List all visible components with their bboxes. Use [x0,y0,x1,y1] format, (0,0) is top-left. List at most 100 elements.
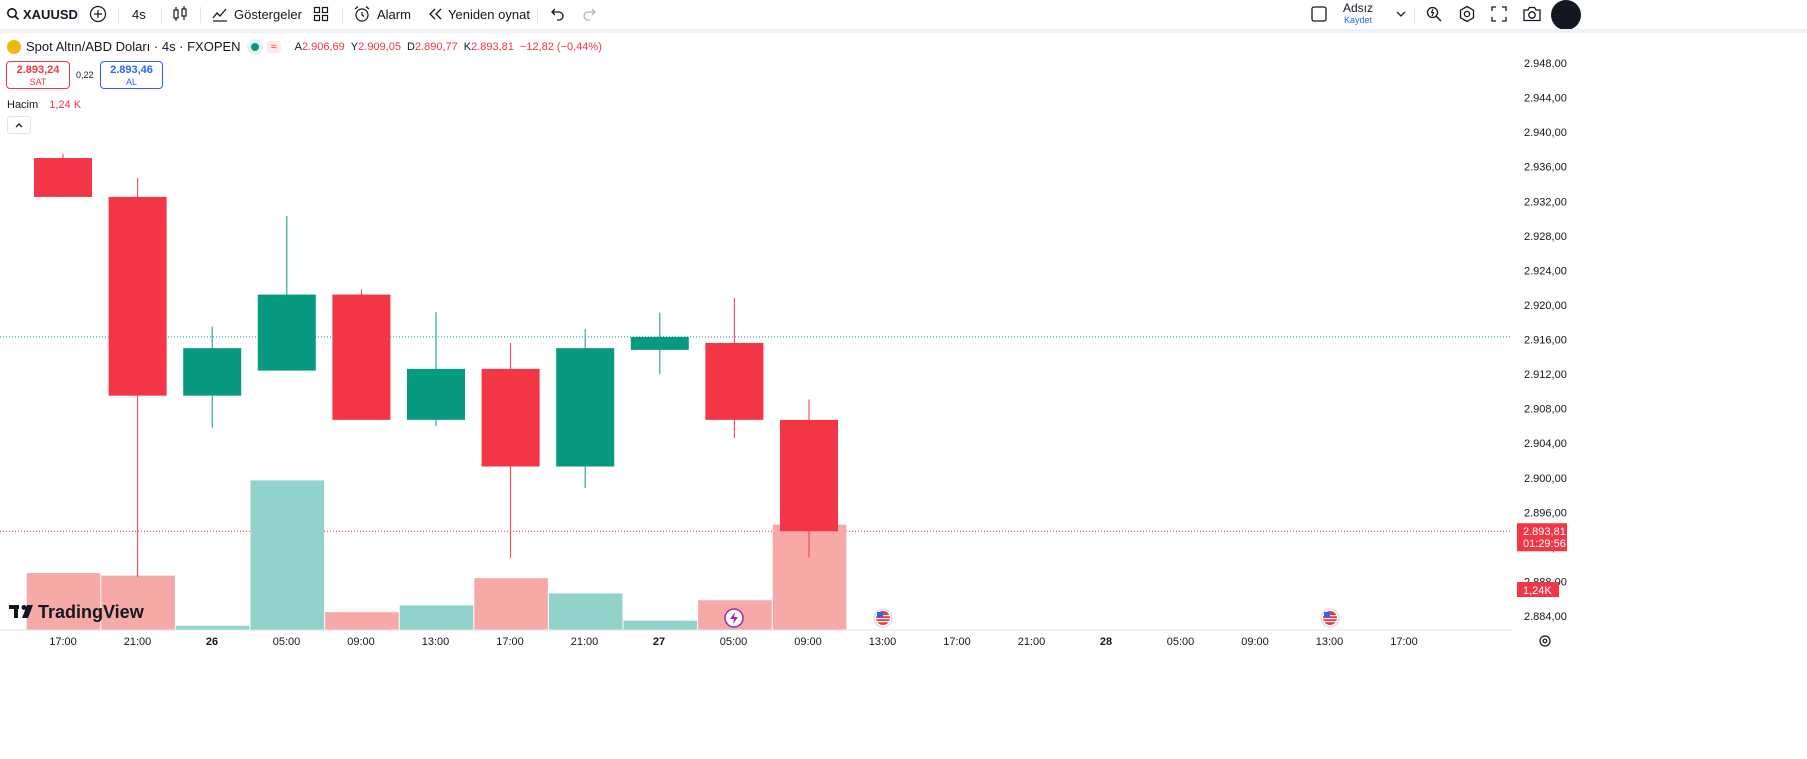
time-tick-label: 27 [653,636,665,648]
candle[interactable] [257,215,316,371]
volume-value: 1,24 K [49,99,82,111]
volume-bar [250,480,325,630]
rewind-icon [428,7,444,21]
time-tick-label: 09:00 [347,636,375,648]
buy-button[interactable]: 2.893,46 AL [100,61,163,89]
time-tick-label: 17:00 [1390,636,1418,648]
time-tick-label: 21:00 [1018,636,1046,648]
price-tick-label: 2.924,00 [1524,265,1567,277]
layout-name: Adsız [1343,1,1374,15]
alarm-button[interactable]: Alarm [353,0,411,28]
redo-button[interactable] [582,0,598,28]
avatar-circle [1551,0,1581,30]
search-icon [6,7,20,21]
high-value: 2.909,05 [358,40,401,53]
time-tick-label: 09:00 [1241,636,1269,648]
delayed-data-badge[interactable]: ≈ [266,40,281,53]
candle[interactable] [481,342,540,559]
event-marker-us-1[interactable] [873,608,893,628]
toolbar-divider [118,7,119,23]
layout-menu-button[interactable] [1395,0,1407,28]
high-label: Y [350,40,359,53]
alarm-clock-icon [353,5,371,23]
time-tick-label: 05:00 [273,636,301,648]
top-toolbar: XAUUSD 4s Göstergeler Alarm [0,0,1807,31]
candle-body [332,294,391,420]
candle[interactable] [407,311,465,426]
time-axis[interactable]: 17:00 21:00 26 05:00 09:00 13:00 17:00 21:00 27 0… [49,636,1418,648]
undo-button[interactable] [549,0,565,28]
snapshot-button[interactable] [1522,0,1542,28]
change-value: −12,82 (−0,44%) [519,40,602,53]
price-tick-label: 2.900,00 [1524,473,1567,485]
chart-type-button[interactable] [172,0,188,28]
time-tick-label: 21:00 [124,636,152,648]
time-tick-label: 05:00 [720,636,748,648]
time-tick-label: 05:00 [1167,636,1195,648]
quick-search-button[interactable] [1425,0,1443,28]
sell-button[interactable]: 2.893,24 SAT [6,61,70,89]
collapse-legend-button[interactable] [7,116,31,134]
price-tick-label: 2.944,00 [1524,93,1567,105]
time-tick-label: 13:00 [869,636,897,648]
camera-icon [1522,5,1542,23]
fullscreen-button[interactable] [1491,0,1507,28]
candle[interactable] [556,329,615,489]
instrument-title[interactable]: Spot Altın/ABD Doları · 4s · FXOPEN [26,39,241,54]
symbol-search-button[interactable]: XAUUSD [6,0,78,28]
candle-body [705,342,764,420]
time-tick-label: 09:00 [794,636,822,648]
price-tick-label: 2.904,00 [1524,438,1567,450]
volume-label[interactable]: Hacim [7,99,39,111]
buy-label: AL [125,77,137,87]
time-tick-label: 17:00 [943,636,971,648]
symbol-legend: Spot Altın/ABD Doları · 4s · FXOPEN ≈ A2… [7,39,608,54]
candle[interactable] [183,326,242,428]
low-label: D [406,40,415,53]
price-tick-label: 2.884,00 [1524,611,1567,623]
instrument-logo-icon [7,39,21,54]
replay-button[interactable]: Yeniden oynat [428,0,530,28]
fullscreen-toggle-button[interactable] [1310,0,1328,28]
open-value: 2.906,69 [301,40,345,53]
price-tick-label: 2.928,00 [1524,231,1567,243]
event-marker-us-2[interactable] [1320,608,1340,628]
volume-bar [474,578,548,630]
layout-name-button[interactable]: Adsız Kaydet [1343,0,1373,28]
price-tick-label: 2.920,00 [1524,300,1567,312]
chevron-down-icon [1395,10,1407,18]
candle[interactable] [780,399,838,558]
time-tick-label: 28 [1100,636,1112,648]
buy-price: 2.893,46 [110,64,153,76]
tradingview-logo-icon [9,605,33,618]
volume-bar [26,573,101,630]
toolbar-divider [537,7,538,23]
alarm-label: Alarm [377,6,411,22]
candle[interactable] [332,289,391,420]
undo-icon [549,7,565,21]
candle[interactable] [34,153,92,197]
toolbar-divider [342,7,343,23]
compare-symbol-button[interactable] [89,0,107,28]
candle[interactable] [108,177,167,578]
volume-legend: Hacim 1,24 K [7,99,81,111]
sell-label: SAT [29,77,47,87]
toolbar-divider [200,7,201,23]
price-tick-label: 2.936,00 [1524,162,1567,174]
event-marker-lightning[interactable] [724,608,744,628]
price-tick-label: 2.916,00 [1524,335,1567,347]
indicators-button[interactable]: Göstergeler [211,0,302,28]
axis-settings-icon[interactable] [1539,635,1551,647]
time-tick-label: 26 [206,636,218,648]
time-tick-label: 21:00 [571,636,599,648]
spread-value: 0,22 [76,70,94,80]
settings-button[interactable] [1458,0,1476,28]
candle[interactable] [630,312,689,375]
candle[interactable] [705,298,764,439]
volume-bar [175,625,250,630]
user-avatar[interactable] [1551,0,1581,30]
layouts-button[interactable] [313,0,329,28]
time-tick-label: 13:00 [422,636,450,648]
interval-button[interactable]: 4s [132,0,146,28]
